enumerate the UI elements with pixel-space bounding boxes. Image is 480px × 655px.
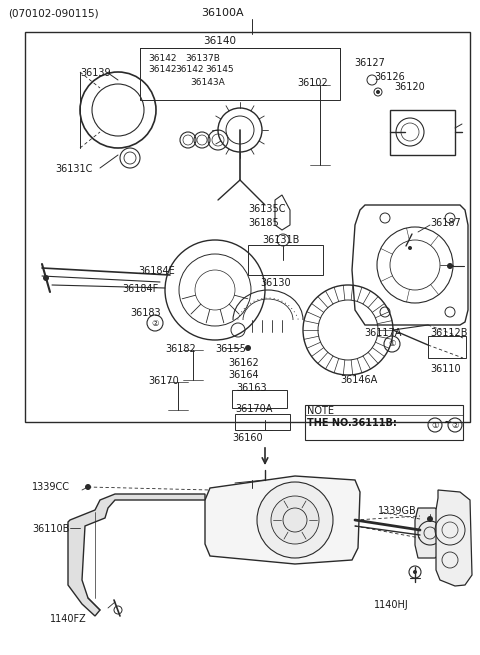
Text: 36187: 36187 (430, 218, 461, 228)
Polygon shape (436, 490, 472, 586)
Text: 1339CC: 1339CC (32, 482, 70, 492)
Bar (232, 390, 287, 408)
Text: 36120: 36120 (394, 82, 425, 92)
Text: 36145: 36145 (205, 65, 234, 74)
Text: 36131B: 36131B (262, 235, 300, 245)
Polygon shape (205, 476, 360, 564)
Text: 1140FZ: 1140FZ (50, 614, 87, 624)
Circle shape (238, 318, 239, 320)
Text: 36126: 36126 (374, 72, 405, 82)
Polygon shape (415, 508, 448, 558)
Text: 36184E: 36184E (138, 266, 175, 276)
Text: 36127: 36127 (354, 58, 385, 68)
Text: 36142: 36142 (175, 65, 204, 74)
Circle shape (253, 301, 254, 302)
Text: 36142: 36142 (148, 65, 177, 74)
Text: 36142: 36142 (148, 54, 177, 63)
Text: THE NO.36111B:: THE NO.36111B: (307, 418, 400, 428)
Text: 36139: 36139 (80, 68, 110, 78)
Text: 36131C: 36131C (55, 164, 92, 174)
Circle shape (274, 298, 275, 299)
Circle shape (265, 297, 266, 299)
Circle shape (85, 484, 91, 490)
Text: 36100A: 36100A (201, 8, 243, 18)
Circle shape (298, 318, 299, 320)
Circle shape (291, 308, 292, 309)
Text: 36160: 36160 (233, 433, 264, 443)
Circle shape (427, 516, 433, 522)
Circle shape (281, 301, 282, 302)
Bar (428, 336, 466, 358)
Text: 1140HJ: 1140HJ (374, 600, 409, 610)
Text: 1339GB: 1339GB (378, 506, 417, 516)
Text: 36182: 36182 (165, 344, 196, 354)
Circle shape (288, 305, 289, 306)
Bar (390, 110, 455, 155)
Bar (140, 48, 340, 100)
Circle shape (294, 311, 295, 312)
Circle shape (262, 298, 263, 299)
Text: ①: ① (431, 421, 439, 430)
Text: ~: ~ (444, 418, 452, 428)
Circle shape (271, 496, 319, 544)
Text: 36155: 36155 (215, 344, 246, 354)
Text: 36170A: 36170A (235, 404, 272, 414)
Circle shape (447, 263, 453, 269)
Text: 36184F: 36184F (122, 284, 158, 294)
Circle shape (376, 90, 380, 94)
Circle shape (257, 482, 333, 558)
Bar (235, 414, 290, 430)
Text: 36162: 36162 (228, 358, 259, 368)
Circle shape (247, 305, 248, 306)
Text: 36140: 36140 (204, 36, 237, 46)
Bar (248, 245, 323, 275)
Bar (305, 405, 463, 440)
Bar (25, 32, 470, 422)
Text: 36185: 36185 (248, 218, 279, 228)
Circle shape (245, 345, 251, 351)
Circle shape (408, 246, 412, 250)
Text: 36110: 36110 (430, 364, 461, 374)
Circle shape (250, 303, 251, 304)
Text: NOTE: NOTE (307, 406, 334, 416)
Text: ②: ② (151, 318, 159, 328)
Text: 36146A: 36146A (340, 375, 377, 385)
Text: 36163: 36163 (236, 383, 266, 393)
Circle shape (413, 570, 417, 574)
Circle shape (43, 275, 49, 281)
Circle shape (257, 299, 258, 300)
Text: 36117A: 36117A (364, 328, 401, 338)
Text: 36135C: 36135C (248, 204, 286, 214)
Circle shape (285, 303, 286, 304)
Text: ①: ① (388, 339, 396, 348)
Text: 36110B: 36110B (32, 524, 70, 534)
Text: 36170: 36170 (148, 376, 179, 386)
Circle shape (244, 308, 245, 309)
Text: ②: ② (451, 421, 459, 430)
Text: 36183: 36183 (130, 308, 161, 318)
Text: 36130: 36130 (260, 278, 290, 288)
Text: 36137B: 36137B (185, 54, 220, 63)
Circle shape (277, 299, 278, 300)
Text: (070102-090115): (070102-090115) (8, 8, 98, 18)
Circle shape (296, 315, 297, 316)
Text: 36112B: 36112B (430, 328, 468, 338)
Text: 36143A: 36143A (190, 78, 225, 87)
Polygon shape (68, 494, 205, 616)
Circle shape (239, 315, 240, 316)
Circle shape (241, 311, 242, 312)
Text: 36102: 36102 (297, 78, 328, 88)
Text: 36164: 36164 (228, 370, 259, 380)
Circle shape (270, 297, 271, 299)
